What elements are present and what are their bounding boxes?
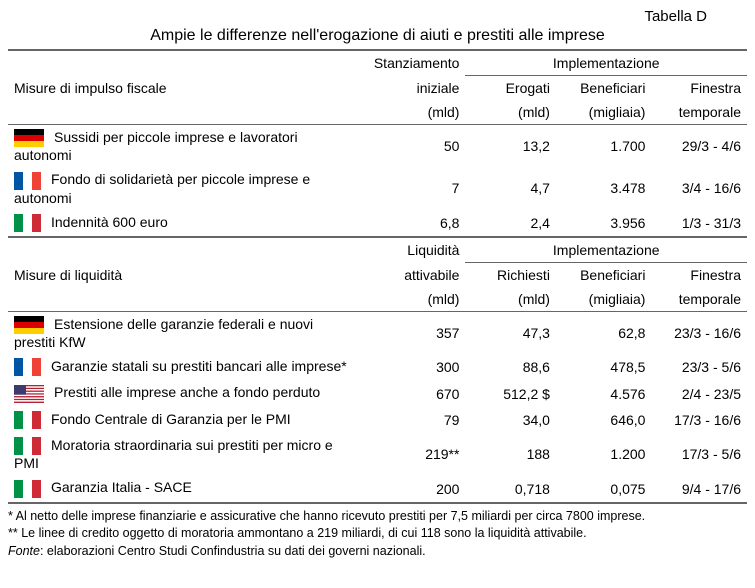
cell-a: 200 (360, 475, 466, 502)
footnote-1: * Al netto delle imprese finanziarie e a… (8, 508, 747, 526)
s2-colA-l2: attivabile (360, 262, 466, 287)
cell-d: 29/3 - 4/6 (651, 125, 747, 168)
s1-colA-l1: Stanziamento (360, 50, 466, 76)
row-label: Fondo Centrale di Garanzia per le PMI (51, 411, 291, 427)
s1-colD-l2: temporale (651, 100, 747, 125)
de-flag-icon (14, 129, 44, 147)
s2-colA-l1: Liquidità (360, 237, 466, 263)
cell-a: 7 (360, 167, 466, 209)
cell-d: 3/4 - 16/6 (651, 167, 747, 209)
cell-b: 512,2 $ (465, 380, 555, 406)
footnote-3: Fonte: elaborazioni Centro Studi Confind… (8, 543, 747, 561)
data-table: Stanziamento Implementazione Misure di i… (8, 49, 747, 504)
cell-b: 2,4 (465, 210, 555, 237)
s2-colD-l1: Finestra (651, 262, 747, 287)
cell-c: 4.576 (556, 380, 652, 406)
s2-colC-l2: (migliaia) (556, 287, 652, 312)
table-row: Fondo di solidarietà per piccole imprese… (8, 167, 747, 209)
cell-c: 62,8 (556, 311, 652, 354)
cell-a: 670 (360, 380, 466, 406)
table-row: Indennità 600 euro 6,82,43.9561/3 - 31/3 (8, 210, 747, 237)
footnotes: * Al netto delle imprese finanziarie e a… (8, 504, 747, 561)
row-label: Garanzie statali su prestiti bancari all… (51, 358, 347, 374)
cell-a: 357 (360, 311, 466, 354)
s1-colD-l1: Finestra (651, 76, 747, 101)
table-row: Sussidi per piccole imprese e lavoratori… (8, 125, 747, 168)
it-flag-icon (14, 437, 41, 455)
cell-c: 1.200 (556, 433, 652, 475)
cell-d: 1/3 - 31/3 (651, 210, 747, 237)
cell-b: 88,6 (465, 354, 555, 380)
cell-b: 4,7 (465, 167, 555, 209)
de-flag-icon (14, 316, 44, 334)
cell-d: 2/4 - 23/5 (651, 380, 747, 406)
row-label: Prestiti alle imprese anche a fondo perd… (54, 384, 320, 400)
s1-heading: Misure di impulso fiscale (8, 76, 360, 101)
cell-d: 17/3 - 5/6 (651, 433, 747, 475)
cell-c: 3.478 (556, 167, 652, 209)
it-flag-icon (14, 411, 41, 429)
s2-colA-l3: (mld) (360, 287, 466, 312)
s2-impl: Implementazione (465, 237, 747, 263)
cell-d: 23/3 - 16/6 (651, 311, 747, 354)
cell-d: 9/4 - 17/6 (651, 475, 747, 502)
s2-colB-l1: Richiesti (465, 262, 555, 287)
row-label: Moratoria straordinaria sui prestiti per… (14, 437, 333, 471)
row-label: Indennità 600 euro (51, 214, 168, 230)
s2-colD-l2: temporale (651, 287, 747, 312)
row-label: Fondo di solidarietà per piccole imprese… (14, 171, 310, 205)
s1-colB-l1: Erogati (465, 76, 555, 101)
cell-a: 50 (360, 125, 466, 168)
s1-colB-l2: (mld) (465, 100, 555, 125)
table-row: Prestiti alle imprese anche a fondo perd… (8, 380, 747, 406)
row-label: Sussidi per piccole imprese e lavoratori… (14, 129, 298, 163)
us-flag-icon (14, 385, 44, 403)
footnote-2: ** Le linee di credito oggetto di morato… (8, 525, 747, 543)
table-row: Estensione delle garanzie federali e nuo… (8, 311, 747, 354)
cell-c: 1.700 (556, 125, 652, 168)
cell-b: 34,0 (465, 407, 555, 433)
cell-d: 17/3 - 16/6 (651, 407, 747, 433)
cell-a: 79 (360, 407, 466, 433)
table-title: Ampie le differenze nell'erogazione di a… (8, 27, 747, 45)
s2-heading: Misure di liquidità (8, 262, 360, 287)
fr-flag-icon (14, 172, 41, 190)
row-label: Estensione delle garanzie federali e nuo… (14, 316, 313, 350)
cell-b: 0,718 (465, 475, 555, 502)
cell-a: 300 (360, 354, 466, 380)
cell-c: 3.956 (556, 210, 652, 237)
cell-b: 47,3 (465, 311, 555, 354)
cell-a: 6,8 (360, 210, 466, 237)
table-row: Garanzie statali su prestiti bancari all… (8, 354, 747, 380)
s1-colC-l1: Beneficiari (556, 76, 652, 101)
s1-colA-l2: iniziale (360, 76, 466, 101)
s2-colB-l2: (mld) (465, 287, 555, 312)
it-flag-icon (14, 480, 41, 498)
s1-colC-l2: (migliaia) (556, 100, 652, 125)
cell-c: 646,0 (556, 407, 652, 433)
cell-b: 13,2 (465, 125, 555, 168)
table-row: Garanzia Italia - SACE 2000,7180,0759/4 -… (8, 475, 747, 502)
table-row: Fondo Centrale di Garanzia per le PMI 793… (8, 407, 747, 433)
row-label: Garanzia Italia - SACE (51, 479, 192, 495)
it-flag-icon (14, 214, 41, 232)
s2-colC-l1: Beneficiari (556, 262, 652, 287)
s1-colA-l3: (mld) (360, 100, 466, 125)
table-label: Tabella D (8, 8, 747, 25)
cell-b: 188 (465, 433, 555, 475)
table-row: Moratoria straordinaria sui prestiti per… (8, 433, 747, 475)
cell-c: 0,075 (556, 475, 652, 502)
cell-c: 478,5 (556, 354, 652, 380)
cell-a: 219** (360, 433, 466, 475)
s1-impl: Implementazione (465, 50, 747, 76)
cell-d: 23/3 - 5/6 (651, 354, 747, 380)
fr-flag-icon (14, 358, 41, 376)
